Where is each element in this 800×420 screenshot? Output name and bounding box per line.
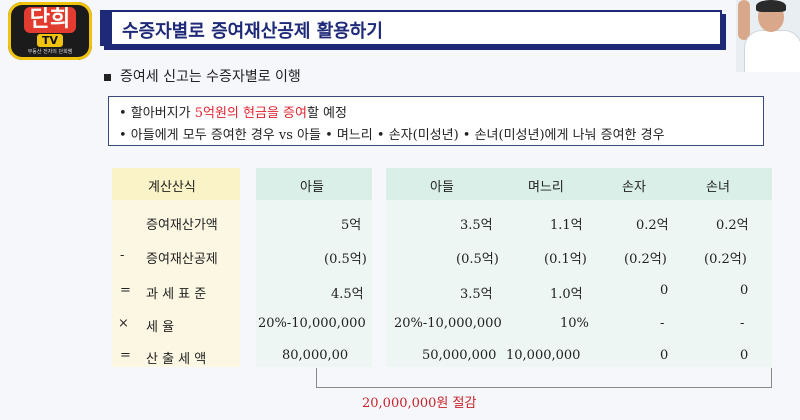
single-tax-rate: 20%-10,000,000 xyxy=(258,316,366,331)
logo-tv-text: TV xyxy=(36,34,64,47)
row-op-equals-1: = xyxy=(120,283,131,298)
note-line-1-suffix: 할 예정 xyxy=(306,106,347,121)
split-son-calculated-tax: 50,000,000 xyxy=(422,348,497,363)
row-label-tax-base: 과 세 표 준 xyxy=(146,287,207,302)
row-op-equals-2: = xyxy=(120,348,131,363)
split-son-gift-value: 3.5억 xyxy=(460,218,493,233)
logo-subtitle: 부동산 전자의 단희쌤 xyxy=(27,49,73,55)
header-calc-formula: 계산산식 xyxy=(148,180,196,195)
single-gift-header-band xyxy=(256,168,372,200)
single-gift-column xyxy=(256,168,372,367)
split-gift-columns xyxy=(386,168,772,367)
split-grandson-calculated-tax: 0 xyxy=(660,348,669,363)
row-label-gift-deduction: 증여재산공제 xyxy=(146,252,218,267)
logo-main-text: 단희 xyxy=(23,7,77,33)
presenter-hair xyxy=(756,0,786,12)
split-dil-gift-value: 1.1억 xyxy=(550,218,583,233)
split-granddaughter-tax-base: 0 xyxy=(740,283,749,298)
title-stripe xyxy=(102,12,112,44)
single-gift-value: 5억 xyxy=(341,218,362,233)
split-son-tax-base: 3.5억 xyxy=(460,287,493,302)
slide-title-bar: 수증자별로 증여재산공제 활용하기 xyxy=(100,10,722,46)
presenter-body xyxy=(744,30,800,72)
presenter-hand xyxy=(738,0,750,40)
split-grandson-deduction: (0.2억) xyxy=(624,252,667,267)
row-label-gift-value: 증여재산가액 xyxy=(146,218,218,233)
split-granddaughter-gift-value: 0.2억 xyxy=(716,218,749,233)
note-line-1: • 할아버지가 5억원의 현금을 증여할 예정 xyxy=(119,102,347,121)
split-son-deduction: (0.5억) xyxy=(456,252,499,267)
split-son-tax-rate: 20%-10,000,000 xyxy=(394,316,502,331)
square-bullet-icon xyxy=(104,73,111,81)
header-granddaughter: 손녀 xyxy=(706,180,730,195)
header-daughter-in-law: 며느리 xyxy=(528,180,564,195)
row-op-minus: - xyxy=(120,248,125,263)
label-header-band xyxy=(112,168,240,200)
split-gift-header-band xyxy=(386,168,772,200)
presenter-video xyxy=(736,0,800,72)
section-heading-text: 증여세 신고는 수증자별로 이행 xyxy=(120,69,301,85)
slide-title: 수증자별로 증여재산공제 활용하기 xyxy=(122,21,383,42)
split-granddaughter-tax-rate: - xyxy=(740,316,745,331)
header-grandson: 손자 xyxy=(622,180,646,195)
split-grandson-tax-base: 0 xyxy=(660,283,669,298)
header-son-single: 아들 xyxy=(300,180,324,195)
split-dil-tax-base: 1.0억 xyxy=(550,287,583,302)
note-line-1-prefix: • 할아버지가 xyxy=(119,106,195,121)
single-calculated-tax: 80,000,00 xyxy=(282,348,349,363)
single-tax-base: 4.5억 xyxy=(331,287,364,302)
split-grandson-tax-rate: - xyxy=(660,316,665,331)
savings-bracket xyxy=(316,368,772,388)
row-label-calculated-tax: 산 출 세 액 xyxy=(146,352,207,367)
section-heading: 증여세 신고는 수증자별로 이행 xyxy=(104,66,301,86)
header-son: 아들 xyxy=(430,180,454,195)
row-label-tax-rate: 세 율 xyxy=(146,320,175,335)
note-line-2: • 아들에게 모두 증여한 경우 vs 아들 • 며느리 • 손자(미성년) •… xyxy=(119,128,665,143)
split-granddaughter-deduction: (0.2억) xyxy=(704,252,747,267)
row-op-multiply: × xyxy=(118,316,129,331)
split-granddaughter-calculated-tax: 0 xyxy=(740,348,749,363)
split-dil-deduction: (0.1억) xyxy=(544,252,587,267)
split-grandson-gift-value: 0.2억 xyxy=(636,218,669,233)
split-dil-calculated-tax: 10,000,000 xyxy=(506,348,581,363)
scenario-note-box: • 할아버지가 5억원의 현금을 증여할 예정 • 아들에게 모두 증여한 경우… xyxy=(108,96,764,146)
channel-logo: 단희 TV 부동산 전자의 단희쌤 xyxy=(8,2,92,60)
single-gift-deduction: (0.5억) xyxy=(324,252,367,267)
split-dil-tax-rate: 10% xyxy=(560,316,589,331)
label-column xyxy=(112,168,240,367)
note-line-1-highlight: 5억원의 현금을 증여 xyxy=(194,106,307,121)
savings-amount: 20,000,000원 절감 xyxy=(362,396,477,411)
